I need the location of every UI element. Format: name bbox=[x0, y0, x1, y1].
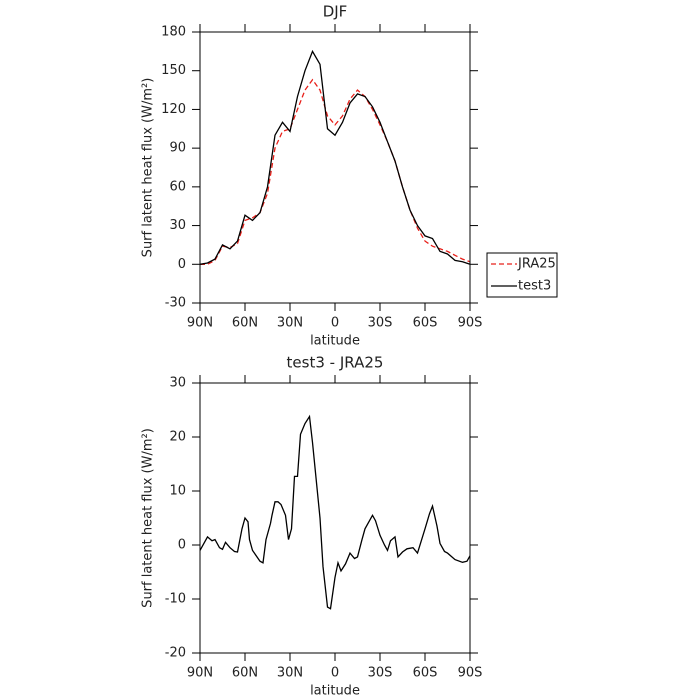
y-tick-label: 0 bbox=[178, 538, 186, 553]
x-tick-label: 60S bbox=[413, 666, 438, 681]
data-line bbox=[199, 49, 471, 265]
legend-label: test3 bbox=[518, 279, 551, 294]
x-tick-label: 0 bbox=[331, 316, 339, 331]
y-tick-label: 90 bbox=[169, 141, 186, 156]
x-tick-label: 30S bbox=[368, 666, 393, 681]
y-tick-label: 120 bbox=[161, 102, 186, 117]
x-tick-label: 60N bbox=[232, 666, 258, 681]
plot-frame bbox=[199, 31, 471, 304]
x-tick-label: 0 bbox=[331, 666, 339, 681]
x-axis-label: latitude bbox=[310, 684, 360, 699]
y-tick-label: 180 bbox=[161, 25, 186, 40]
x-tick-label: 90S bbox=[458, 666, 483, 681]
x-axis-label: latitude bbox=[310, 334, 360, 349]
x-tick-label: 30N bbox=[277, 316, 303, 331]
x-tick-label: 30S bbox=[368, 316, 393, 331]
y-tick-label: 60 bbox=[169, 179, 186, 194]
x-tick-label: 60N bbox=[232, 316, 258, 331]
y-tick-label: 10 bbox=[169, 484, 186, 499]
y-tick-label: 0 bbox=[178, 257, 186, 272]
legend-box bbox=[486, 252, 558, 298]
y-tick-label: -30 bbox=[165, 296, 186, 311]
x-tick-label: 90N bbox=[187, 666, 213, 681]
x-tick-label: 90S bbox=[458, 316, 483, 331]
x-tick-label: 90N bbox=[187, 316, 213, 331]
y-tick-label: -20 bbox=[165, 646, 186, 661]
data-line bbox=[199, 414, 471, 610]
plot-frame bbox=[199, 382, 471, 654]
y-axis-label: Surf latent heat flux (W/m²) bbox=[141, 428, 156, 608]
y-axis-label: Surf latent heat flux (W/m²) bbox=[141, 78, 156, 258]
y-tick-label: -10 bbox=[165, 592, 186, 607]
legend-label: JRA25 bbox=[517, 257, 556, 272]
data-line bbox=[200, 78, 471, 265]
y-tick-label: 30 bbox=[169, 218, 186, 233]
y-tick-label: 20 bbox=[169, 430, 186, 445]
x-tick-label: 60S bbox=[413, 316, 438, 331]
y-tick-label: 30 bbox=[169, 376, 186, 391]
y-tick-label: 150 bbox=[161, 63, 186, 78]
chart-title: DJF bbox=[323, 3, 348, 21]
chart-title: test3 - JRA25 bbox=[287, 354, 384, 372]
x-tick-label: 30N bbox=[277, 666, 303, 681]
